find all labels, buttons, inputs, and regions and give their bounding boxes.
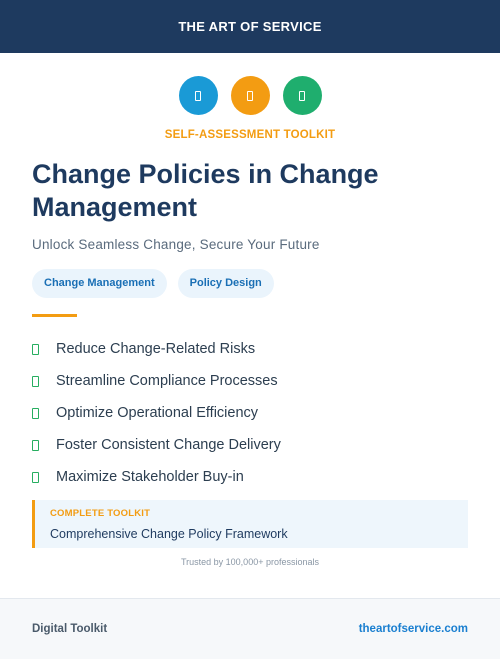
callout-kicker: COMPLETE TOOLKIT [50,508,151,519]
trusted-note: Trusted by 100,000+ professionals [180,557,319,567]
benefit-label: Optimize Operational Efficiency [56,405,259,421]
tag-change-management: Change Management [32,269,167,298]
clipboard-glyph [247,90,253,101]
checklist-icon [282,76,322,115]
benefit-item: Maximize Stakeholder Buy-in [32,461,281,493]
website-link[interactable]: theartofservice.com [358,623,468,635]
checklist-glyph [299,90,305,101]
document-icon [178,76,218,115]
clipboard-icon [230,76,270,115]
benefit-item: Streamline Compliance Processes [32,365,281,397]
brand-title: THE ART OF SERVICE [178,19,322,34]
benefit-label: Foster Consistent Change Delivery [56,437,281,453]
document-glyph [195,90,201,101]
benefit-label: Maximize Stakeholder Buy-in [56,469,244,485]
icon-row [0,76,500,115]
page-subtitle: Unlock Seamless Change, Secure Your Futu… [32,237,320,252]
accent-divider [32,314,77,317]
benefit-item: Reduce Change-Related Risks [32,333,281,365]
toolkit-callout: COMPLETE TOOLKIT Comprehensive Change Po… [32,500,468,548]
check-icon [32,375,39,387]
footer-bar: Digital Toolkit theartofservice.com [0,598,500,659]
benefit-item: Foster Consistent Change Delivery [32,429,281,461]
footer-label: Digital Toolkit [32,623,108,635]
check-icon [32,407,39,419]
benefit-item: Optimize Operational Efficiency [32,397,281,429]
toolkit-kicker: SELF-ASSESSMENT TOOLKIT [164,129,336,141]
check-icon [32,439,39,451]
check-icon [32,471,39,483]
benefit-list: Reduce Change-Related Risks Streamline C… [32,333,281,493]
callout-text: Comprehensive Change Policy Framework [50,527,288,541]
header-bar: THE ART OF SERVICE [0,0,500,53]
tag-policy-design: Policy Design [177,269,274,298]
benefit-label: Streamline Compliance Processes [56,373,278,389]
benefit-label: Reduce Change-Related Risks [56,341,256,357]
page-title: Change Policies in Change Management [32,159,379,222]
tag-list: Change Management Policy Design [32,269,274,298]
check-icon [32,343,39,355]
